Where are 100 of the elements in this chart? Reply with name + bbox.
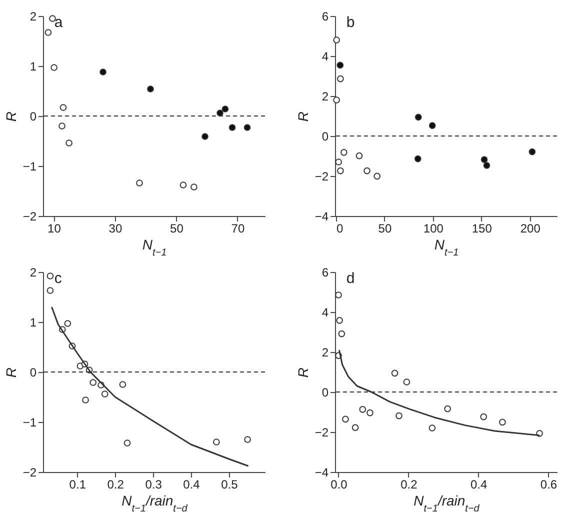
point [396,412,402,420]
y-tick-label: −2 [314,426,329,440]
point [46,272,54,280]
point [333,36,340,44]
y-tick-label: 2 [30,10,37,24]
point [338,330,346,338]
point [100,68,106,76]
point [480,156,488,164]
point [228,124,236,131]
point [366,409,374,416]
y-tick-label: −4 [314,210,329,224]
x-tick-label: 0.6 [540,478,558,492]
point [82,396,89,404]
point [364,167,370,174]
point [428,122,436,130]
chart-title: b [346,14,355,31]
x-tick-label: 0.2 [107,478,124,492]
y-tick-label: 0 [322,130,329,144]
y-tick-label: −1 [22,416,37,430]
point [46,287,54,294]
x-tick-label: 0.0 [330,478,348,492]
point [337,75,344,82]
y-axis-title: R [294,111,311,122]
y-tick-label: 6 [322,10,329,24]
x-tick-label: 0.3 [145,478,162,492]
chart-title: c [54,270,62,287]
point [147,86,154,92]
point [414,155,422,162]
x-tick-label: 150 [472,222,492,236]
y-tick-label: 4 [322,50,329,64]
point [480,413,487,420]
point [213,438,220,446]
y-axis-title: R [2,111,19,122]
chart-title: d [346,270,355,287]
point [190,184,198,190]
x-tick-label: 100 [423,222,444,236]
x-tick-label: 200 [520,222,541,236]
y-axis-title: R [294,367,311,378]
point [101,390,108,398]
y-tick-label: −2 [22,210,37,224]
y-tick-label: 1 [30,60,37,74]
y-tick-label: 2 [322,90,329,104]
point [335,292,342,298]
y-tick-label: 0 [322,386,329,400]
y-axis-title: R [2,367,19,378]
point [337,167,344,174]
x-tick-label: 50 [378,222,392,236]
x-tick-label: 0 [336,222,344,236]
x-tick-label: 0.1 [69,478,86,492]
point [414,114,422,121]
point [342,416,349,423]
y-tick-label: 1 [30,316,37,330]
point [359,406,366,413]
point [336,62,344,69]
point [333,96,340,104]
y-tick-label: 2 [30,266,37,280]
point [352,424,359,432]
x-axis-title: N$_{t−1}$ [434,236,459,258]
point [119,381,126,388]
x-tick-label: 50 [170,222,184,236]
point [58,122,66,130]
y-tick-label: −1 [22,160,37,174]
x-tick-label: 0.4 [183,478,200,492]
point [244,124,251,131]
point [64,320,72,327]
y-tick-label: −4 [314,466,329,480]
point [444,405,451,412]
y-tick-label: 6 [322,266,329,280]
x-tick-label: 10 [48,222,62,236]
point [356,152,363,160]
point [403,378,410,386]
y-tick-label: 0 [30,110,37,124]
point [499,418,506,426]
point [49,15,56,22]
point [483,162,490,169]
point [202,133,208,140]
point [374,172,380,180]
point [66,140,72,146]
y-tick-label: −2 [22,466,37,480]
point [335,158,342,166]
x-tick-label: 0.4 [470,478,488,492]
x-tick-label: 70 [231,222,245,236]
x-axis-title: N$_{t−1}$ [142,236,167,258]
y-tick-label: 0 [30,366,37,380]
point [244,436,251,443]
y-tick-label: 2 [322,346,329,360]
x-tick-label: 0.5 [221,478,238,492]
point [90,379,97,386]
point [60,104,67,111]
point [136,180,143,186]
point [528,148,536,156]
point [216,110,224,116]
point [180,182,187,188]
point [391,370,398,377]
point [124,440,131,446]
point [50,64,58,71]
x-axis-title: N$_{t−1}$/rain$_{t−d}$ [414,492,480,514]
x-axis-title: N$_{t−1}$/rain$_{t−d}$ [122,492,188,514]
x-tick-label: 30 [108,222,122,236]
point [428,424,436,432]
